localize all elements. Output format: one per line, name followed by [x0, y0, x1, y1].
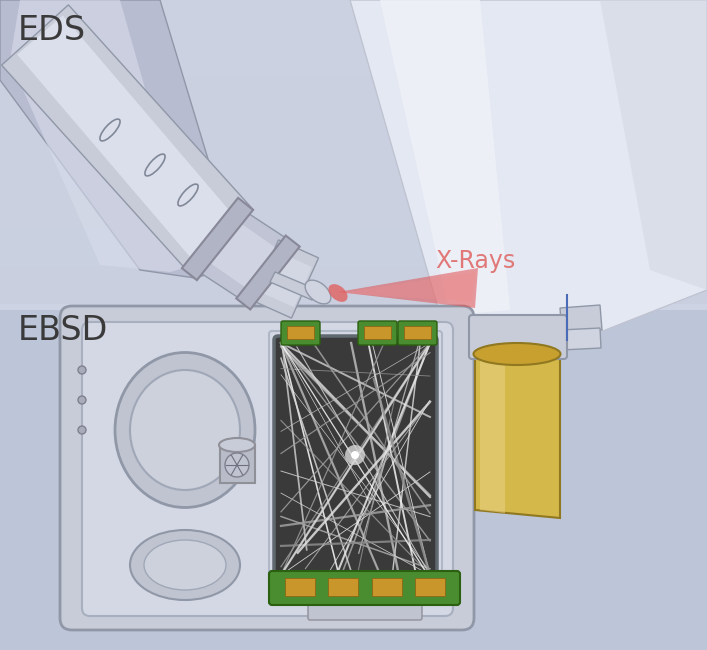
- Polygon shape: [560, 328, 601, 350]
- Ellipse shape: [219, 438, 255, 452]
- Bar: [372, 578, 402, 596]
- Bar: [0, 266, 707, 304]
- Polygon shape: [182, 198, 253, 280]
- Bar: [220, 445, 255, 483]
- FancyBboxPatch shape: [82, 322, 453, 616]
- Bar: [0, 76, 707, 114]
- Bar: [0, 38, 707, 76]
- Circle shape: [351, 451, 359, 459]
- Polygon shape: [480, 352, 505, 513]
- FancyBboxPatch shape: [469, 315, 567, 359]
- Bar: [287, 326, 314, 339]
- Bar: [328, 578, 358, 596]
- Bar: [404, 326, 431, 339]
- Bar: [285, 578, 315, 596]
- FancyBboxPatch shape: [281, 321, 320, 345]
- Polygon shape: [270, 272, 318, 300]
- Text: X-Rays: X-Rays: [435, 249, 515, 273]
- Text: EDS: EDS: [18, 14, 86, 47]
- Bar: [0, 190, 707, 228]
- Polygon shape: [194, 205, 291, 305]
- Bar: [0, 0, 707, 310]
- Ellipse shape: [474, 343, 561, 365]
- Polygon shape: [236, 235, 300, 309]
- Polygon shape: [10, 0, 195, 272]
- Bar: [0, 152, 707, 190]
- Polygon shape: [204, 218, 281, 292]
- Ellipse shape: [115, 352, 255, 508]
- Polygon shape: [338, 268, 478, 308]
- Circle shape: [345, 445, 365, 465]
- Polygon shape: [380, 0, 510, 315]
- Polygon shape: [340, 272, 475, 302]
- Bar: [415, 578, 445, 596]
- Ellipse shape: [144, 540, 226, 590]
- Ellipse shape: [329, 284, 348, 302]
- Ellipse shape: [305, 280, 331, 304]
- FancyBboxPatch shape: [274, 336, 437, 582]
- Polygon shape: [0, 0, 240, 278]
- Bar: [0, 114, 707, 152]
- Polygon shape: [350, 0, 707, 340]
- Circle shape: [78, 366, 86, 374]
- FancyBboxPatch shape: [398, 321, 437, 345]
- Circle shape: [78, 396, 86, 404]
- Bar: [364, 326, 391, 339]
- Polygon shape: [252, 240, 319, 318]
- Polygon shape: [17, 16, 238, 259]
- Polygon shape: [258, 251, 312, 307]
- Bar: [0, 0, 707, 38]
- Circle shape: [78, 426, 86, 434]
- FancyBboxPatch shape: [308, 598, 422, 620]
- Bar: [0, 228, 707, 266]
- Ellipse shape: [130, 370, 240, 490]
- Polygon shape: [560, 305, 602, 335]
- Text: EBSD: EBSD: [18, 314, 108, 347]
- Polygon shape: [1, 5, 253, 270]
- FancyBboxPatch shape: [269, 571, 460, 605]
- Polygon shape: [600, 0, 707, 290]
- FancyBboxPatch shape: [358, 321, 397, 345]
- Bar: [0, 310, 707, 650]
- FancyBboxPatch shape: [60, 306, 474, 630]
- Polygon shape: [475, 350, 560, 518]
- Ellipse shape: [130, 530, 240, 600]
- Ellipse shape: [225, 453, 249, 477]
